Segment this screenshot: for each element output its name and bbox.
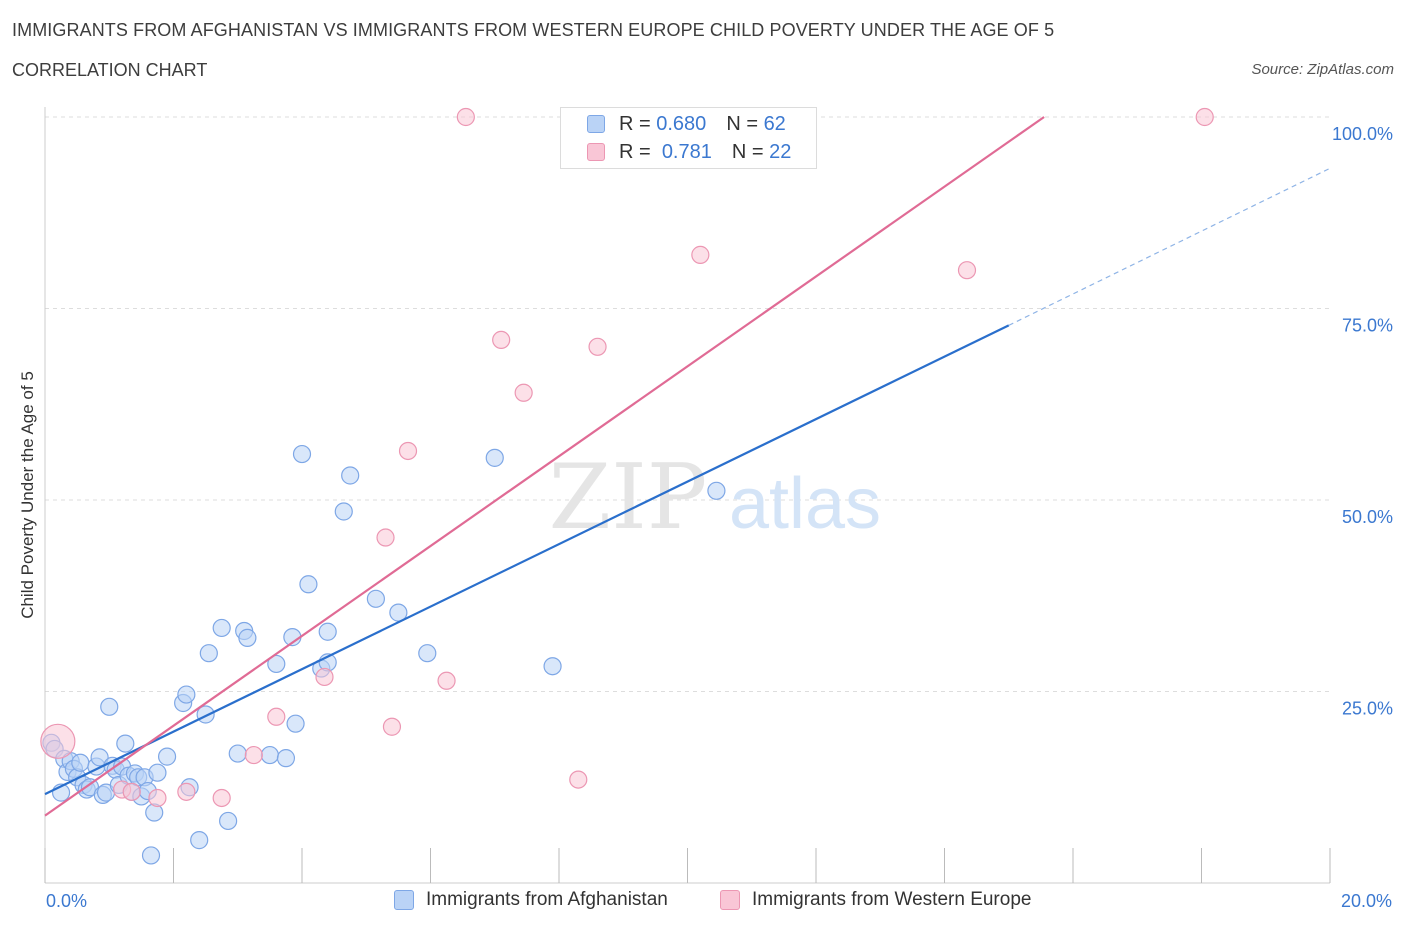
pink-point-21 [1195,107,1214,127]
blue-point-58 [543,657,562,676]
n-label: N = [726,112,758,135]
pink-point-6 [244,745,263,765]
blue-point-54 [366,589,385,608]
pink-point-20 [957,261,977,280]
n-value-afghanistan: 62 [763,112,786,135]
blue-point-53 [341,466,360,485]
legend-item-western-europe[interactable]: Immigrants from Western Europe [720,889,1031,911]
legend-swatch-blue [587,115,605,133]
pink-point-19 [691,245,710,264]
pink-point-10 [382,717,402,736]
watermark-zip: ZIP [549,445,708,550]
x-tick-label-max: 20.0% [1341,891,1392,911]
pink-point-2 [122,782,141,801]
y-tick-label-0: 25.0% [1342,699,1393,719]
watermark-atlas: atlas [729,464,881,544]
blue-point-13 [90,748,109,767]
pink-point-16 [569,770,588,789]
legend-label-afghanistan: Immigrants from Afghanistan [426,889,668,910]
source-credit: Source: ZipAtlas.com [1251,61,1394,78]
n-value-western-europe: 22 [769,140,792,163]
pink-point-8 [315,667,334,687]
blue-point-34 [177,685,196,704]
pink-point-14 [492,330,511,350]
r-value-western-europe: 0.781 [661,140,712,163]
blue-point-16 [100,697,119,716]
blue-point-39 [212,618,231,638]
blue-point-44 [260,745,279,765]
pink-point-3 [148,788,167,808]
pink-point-7 [267,707,286,726]
blue-point-43 [238,628,257,647]
y-axis-tick-labels: 25.0% 50.0% 75.0% 100.0% [1332,124,1393,719]
blue-point-29 [141,846,161,865]
blue-point-51 [318,622,337,641]
legend-row-afghanistan: R = 0.680 N = 62 [587,113,786,135]
n-label: N = [731,140,764,163]
pink-point-13 [456,107,475,127]
legend-swatch-pink [587,143,605,161]
trend-line-western-europe [44,116,1045,817]
blue-point-41 [228,744,247,763]
blue-point-40 [219,811,238,831]
pink-point-12 [437,671,456,690]
y-tick-label-1: 50.0% [1342,507,1393,527]
pink-point-4 [177,782,196,801]
blue-point-38 [199,644,218,663]
y-tick-label-2: 75.0% [1342,316,1393,336]
legend-row-western-europe: R = 0.781 N = 22 [587,141,791,163]
legend-swatch-blue [394,890,414,910]
blue-point-36 [190,831,209,850]
pink-point-0 [40,723,76,759]
blue-point-52 [334,502,353,521]
blue-point-56 [418,644,437,663]
blue-point-49 [292,444,312,464]
r-label: R = [619,112,651,135]
pink-point-11 [398,441,418,461]
r-value-afghanistan: 0.680 [656,112,707,135]
blue-point-32 [157,747,177,766]
blue-point-8 [71,753,90,772]
y-axis-label: Child Poverty Under the Age of 5 [18,371,37,619]
pink-point-17 [588,337,607,356]
legend-swatch-pink [720,890,740,910]
pink-point-15 [514,383,533,402]
chart-subtitle: CORRELATION CHART [12,60,208,80]
trend-lines [44,116,1331,817]
legend-item-afghanistan[interactable]: Immigrants from Afghanistan [394,889,668,911]
blue-point-48 [286,714,305,733]
series-legend: Immigrants from Afghanistan Immigrants f… [0,889,1406,915]
blue-point-59 [707,481,726,500]
r-label: R = [619,140,651,163]
blue-point-57 [485,448,504,467]
correlation-legend: R = 0.680 N = 62 R = 0.781 N = 22 [560,107,817,169]
series-western-europe-points [40,107,1214,808]
pink-point-9 [376,528,395,547]
trend-line-afghanistan [44,324,1010,796]
watermark: ZIP atlas [549,445,881,550]
y-tick-label-3: 100.0% [1332,124,1393,144]
trend-line-afghanistan-extension [1008,167,1331,326]
blue-point-45 [267,654,286,674]
blue-point-46 [276,749,296,768]
x-tick-label-min: 0.0% [46,891,87,911]
chart-title: IMMIGRANTS FROM AFGHANISTAN VS IMMIGRANT… [12,20,1055,40]
blue-point-21 [116,734,135,753]
pink-point-5 [212,788,231,808]
legend-label-western-europe: Immigrants from Western Europe [752,889,1032,910]
x-axis-ticks [44,848,1331,883]
blue-point-60 [299,575,318,594]
blue-point-31 [148,763,167,782]
